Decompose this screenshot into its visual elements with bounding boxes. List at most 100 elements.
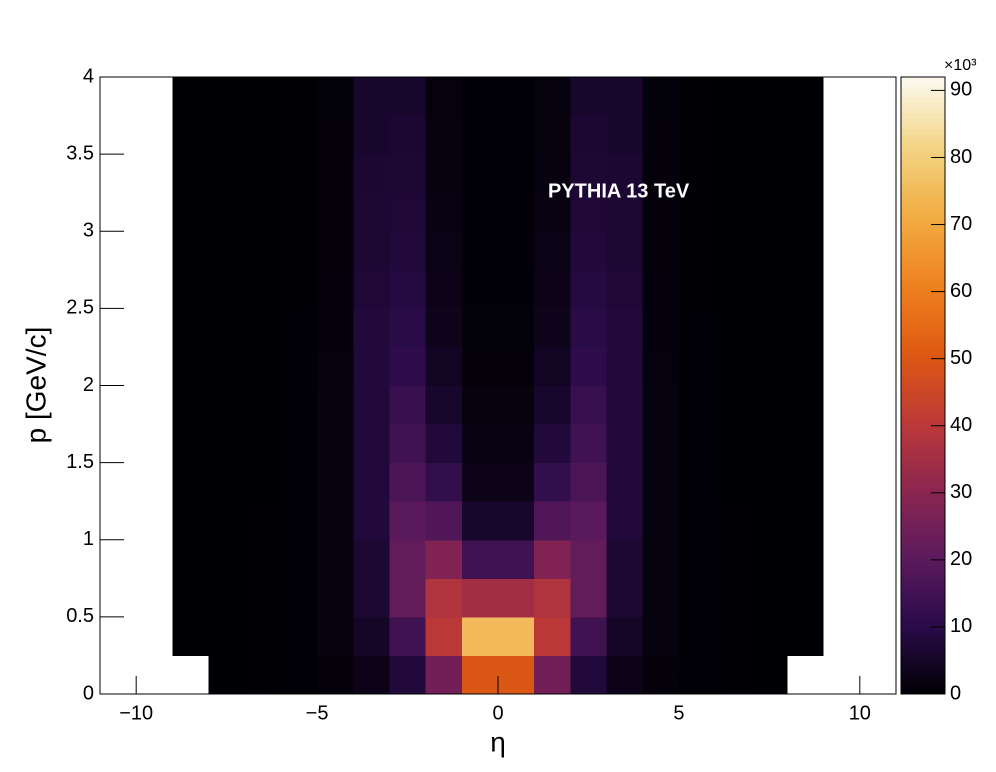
heatmap-cell [425,501,463,541]
heatmap-cell [136,231,173,271]
x-tick-label: −5 [306,702,329,724]
heatmap-cell [606,539,644,579]
colorbar-segment [901,390,945,397]
heatmap-cell [606,77,644,117]
colorbar-segment [901,658,945,664]
heatmap-cell [136,77,173,117]
heatmap-cell [678,385,716,425]
colorbar-segment [901,544,945,551]
colorbar-segment [901,118,945,124]
colorbar-segment [901,457,945,464]
heatmap-cell [606,269,644,309]
heatmap-cell [823,154,861,194]
heatmap-cell [534,501,571,541]
y-tick-label: 2 [83,374,94,396]
heatmap-cell [461,578,499,618]
heatmap-cell [389,501,427,541]
colorbar-segment [901,478,945,484]
heatmap-cell [244,308,282,348]
heatmap-cell [244,501,282,541]
heatmap-cell [172,501,210,541]
heatmap-cell [425,424,463,464]
heatmap-cell [534,192,571,232]
heatmap-cell [244,231,282,271]
x-tick-label: −10 [119,702,153,724]
heatmap-cell [823,77,861,117]
heatmap-cell [461,77,499,117]
colorbar-segment [901,334,945,340]
heatmap-cell [461,501,499,541]
heatmap-cell [280,539,318,579]
heatmap-cell [100,192,137,232]
colorbar-segment [901,97,945,104]
colorbar-segment [901,550,945,556]
heatmap-cell [425,346,463,386]
heatmap-cell [425,539,463,579]
colorbar-segment [901,462,945,469]
heatmap-cell [498,308,535,348]
heatmap-cell [280,77,318,117]
heatmap-cell [172,231,210,271]
heatmap-cell [642,231,680,271]
heatmap-cell [715,539,752,579]
x-tick-label: 0 [492,702,503,724]
heatmap-cell [100,231,137,271]
heatmap-cell [208,501,246,541]
heatmap-cell [570,655,608,695]
heatmap-cell [353,231,390,271]
heatmap-cell [498,77,535,117]
heatmap-cell [389,154,427,194]
heatmap-cell [642,192,680,232]
heatmap-cell [570,308,608,348]
heatmap-cell [787,308,825,348]
heatmap-cell [823,385,861,425]
heatmap-cell [208,269,246,309]
colorbar-segment [901,683,945,690]
heatmap-cell [606,462,644,502]
heatmap-cell [100,539,137,579]
heatmap-cell [353,346,390,386]
z-tick-label: 40 [950,414,972,436]
heatmap-cell [317,77,354,117]
heatmap-cell [751,192,788,232]
heatmap-cell [715,192,752,232]
z-tick-label: 80 [950,146,972,168]
heatmap-cell [353,462,390,502]
heatmap-cell [751,539,788,579]
colorbar-segment [901,344,945,351]
heatmap-cell [715,578,752,618]
colorbar-segment [901,385,945,392]
heatmap-cell [823,115,861,155]
heatmap-cell [353,115,390,155]
colorbar-segment [901,313,945,320]
heatmap-cell [136,385,173,425]
heatmap-cell [498,616,535,656]
heatmap-cell [208,154,246,194]
heatmap-cell [678,346,716,386]
heatmap-cell [715,462,752,502]
heatmap-cell [425,462,463,502]
heatmap-cell [606,115,644,155]
heatmap-cell [100,77,137,117]
heatmap-cell [389,462,427,502]
heatmap-cell [136,462,173,502]
heatmap-cell [859,616,897,656]
heatmap-cell [642,269,680,309]
heatmap-cell [100,385,137,425]
heatmap-cell [100,462,137,502]
heatmap-cell [859,578,897,618]
colorbar-segment [901,611,945,618]
heatmap-cell [100,616,137,656]
heatmap-cell [534,539,571,579]
heatmap-cell [425,385,463,425]
heatmap-cell [498,539,535,579]
heatmap-cell [606,385,644,425]
z-tick-label: 60 [950,280,972,302]
heatmap-cell [570,616,608,656]
heatmap-cell [751,77,788,117]
heatmap-cell [136,115,173,155]
heatmap-cell [751,616,788,656]
heatmap-cell [353,578,390,618]
heatmap-cell [787,346,825,386]
heatmap-cell [606,616,644,656]
